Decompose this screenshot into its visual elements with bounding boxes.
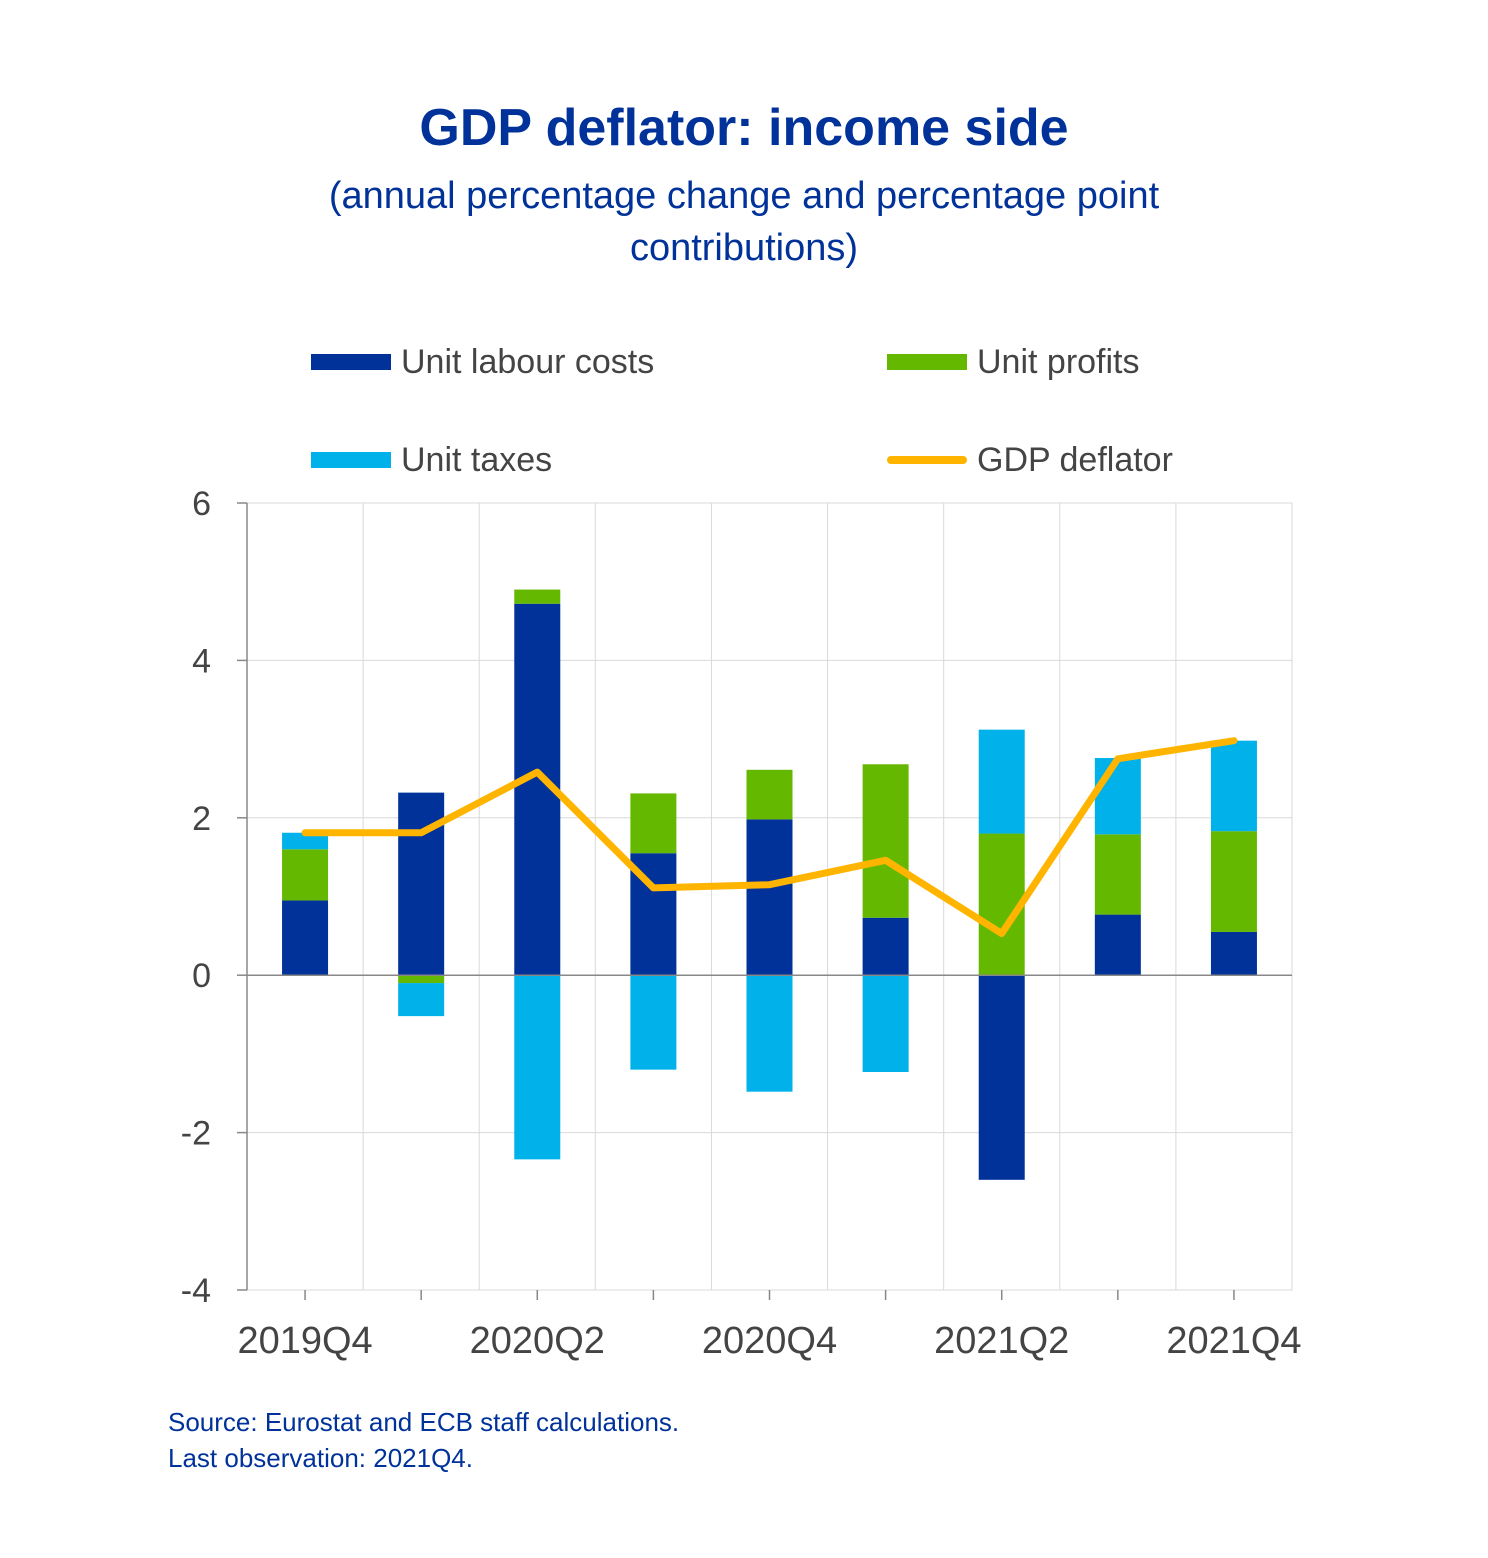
legend-swatch-unit-profits bbox=[887, 354, 967, 370]
bar-unit-labour-costs bbox=[398, 792, 445, 976]
bar-unit-profits bbox=[282, 849, 329, 901]
line-gdp-deflator bbox=[301, 737, 1238, 937]
x-tick-label: 2021Q2 bbox=[934, 1320, 1069, 1362]
legend-item-gdp-deflator: GDP deflator bbox=[887, 440, 1173, 480]
legend-label-unit-taxes: Unit taxes bbox=[401, 440, 553, 479]
y-tick-label: 4 bbox=[192, 642, 211, 680]
legend-line-gdp-deflator bbox=[887, 456, 967, 464]
bar-unit-profits bbox=[630, 793, 677, 854]
bar-unit-taxes bbox=[1210, 740, 1257, 832]
x-tick-label: 2020Q2 bbox=[470, 1320, 605, 1362]
y-tick-label: 0 bbox=[192, 957, 211, 995]
bar-unit-taxes bbox=[1094, 757, 1141, 835]
bar-unit-taxes bbox=[398, 983, 445, 1017]
bar-unit-labour-costs bbox=[862, 917, 909, 976]
legend-swatch-unit-labour-costs bbox=[311, 354, 391, 370]
bar-unit-taxes bbox=[630, 975, 677, 1070]
bar-unit-labour-costs bbox=[746, 819, 793, 976]
x-tick-label: 2020Q4 bbox=[702, 1320, 837, 1362]
bar-unit-labour-costs bbox=[282, 900, 329, 976]
x-tick-label: 2019Q4 bbox=[237, 1320, 372, 1362]
legend-swatch-unit-taxes bbox=[311, 452, 391, 468]
x-tick-label: 2021Q4 bbox=[1166, 1320, 1301, 1362]
chart-subtitle: (annual percentage change and percentage… bbox=[328, 175, 1160, 269]
legend-label-gdp-deflator: GDP deflator bbox=[977, 440, 1173, 479]
y-tick-label: 6 bbox=[192, 485, 211, 523]
y-tick-label: -4 bbox=[181, 1272, 211, 1310]
bar-unit-profits bbox=[746, 769, 793, 820]
bar-unit-profits bbox=[1094, 834, 1141, 915]
chart-title: GDP deflator: income side bbox=[419, 99, 1069, 157]
bar-unit-taxes bbox=[514, 975, 561, 1160]
last-observation-note: Last observation: 2021Q4. bbox=[168, 1443, 473, 1473]
bar-unit-taxes bbox=[282, 832, 329, 850]
bar-unit-labour-costs bbox=[1094, 914, 1141, 976]
bar-unit-labour-costs bbox=[978, 975, 1025, 1180]
bar-unit-taxes bbox=[862, 975, 909, 1073]
legend-label-unit-labour-costs: Unit labour costs bbox=[401, 342, 655, 381]
bar-unit-profits bbox=[1210, 831, 1257, 932]
legend-item-unit-profits: Unit profits bbox=[887, 342, 1140, 382]
bar-unit-labour-costs bbox=[1210, 931, 1257, 976]
y-tick-label: -2 bbox=[181, 1115, 211, 1153]
legend-label-unit-profits: Unit profits bbox=[977, 342, 1140, 381]
bar-unit-profits bbox=[398, 975, 445, 984]
source-note: Source: Eurostat and ECB staff calculati… bbox=[168, 1407, 680, 1437]
bar-unit-taxes bbox=[746, 975, 793, 1092]
y-tick-label: 2 bbox=[192, 800, 211, 838]
bar-unit-profits bbox=[862, 764, 909, 918]
legend-item-unit-taxes: Unit taxes bbox=[311, 440, 552, 480]
bar-unit-taxes bbox=[978, 729, 1025, 834]
legend-item-unit-labour-costs: Unit labour costs bbox=[311, 342, 654, 382]
bar-unit-profits bbox=[514, 589, 561, 604]
